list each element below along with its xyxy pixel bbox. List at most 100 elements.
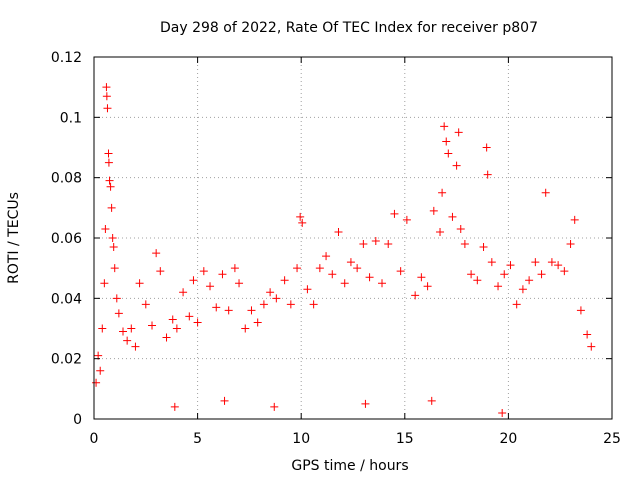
data-point [570, 215, 579, 224]
data-point [417, 273, 426, 282]
data-point [172, 324, 181, 333]
data-point [105, 176, 114, 185]
data-points [92, 83, 596, 417]
data-point [498, 408, 507, 417]
x-axis-label: GPS time / hours [291, 458, 408, 474]
data-point [141, 300, 150, 309]
data-point [104, 158, 113, 167]
data-point [104, 149, 113, 158]
data-point [361, 399, 370, 408]
data-point [298, 218, 307, 227]
data-point [454, 128, 463, 137]
data-point [411, 291, 420, 300]
data-point [460, 240, 469, 249]
data-point [303, 285, 312, 294]
data-point [378, 279, 387, 288]
data-point [479, 243, 488, 252]
data-point [576, 306, 585, 315]
data-point [296, 212, 305, 221]
data-point [235, 279, 244, 288]
y-tick-label: 0.08 [51, 171, 82, 187]
data-point [518, 285, 527, 294]
data-point [135, 279, 144, 288]
data-point [148, 321, 157, 330]
data-point [473, 276, 482, 285]
data-point [253, 318, 262, 327]
data-point [467, 270, 476, 279]
data-point [531, 258, 540, 267]
data-point [230, 264, 239, 273]
grid [94, 57, 612, 419]
data-point [500, 270, 509, 279]
data-point [554, 261, 563, 270]
data-point [541, 188, 550, 197]
data-point [315, 264, 324, 273]
data-point [162, 333, 171, 342]
data-point [442, 137, 451, 146]
data-point [525, 276, 534, 285]
data-point [272, 294, 281, 303]
data-point [560, 267, 569, 276]
data-point [193, 318, 202, 327]
data-point [127, 324, 136, 333]
x-tick-label: 10 [292, 431, 310, 447]
data-point [328, 270, 337, 279]
data-point [212, 303, 221, 312]
data-point [512, 300, 521, 309]
y-tick-label: 0 [73, 412, 82, 428]
data-point [189, 276, 198, 285]
y-tick-label: 0.02 [51, 352, 82, 368]
data-point [131, 342, 140, 351]
data-point [340, 279, 349, 288]
data-point [423, 282, 432, 291]
x-tick-label: 5 [193, 431, 202, 447]
data-point [587, 342, 596, 351]
data-point [365, 273, 374, 282]
data-point [241, 324, 250, 333]
data-point [390, 209, 399, 218]
data-point [102, 92, 111, 101]
data-point [456, 224, 465, 233]
axis-ticks: 0 0.02 0.04 0.06 0.08 0.1 0.12 0 5 10 15 20 25 [51, 50, 621, 447]
data-point [440, 122, 449, 131]
y-tick-label: 0.12 [51, 50, 82, 66]
data-point [438, 188, 447, 197]
x-tick-label: 15 [396, 431, 414, 447]
data-point [96, 366, 105, 375]
data-point [224, 306, 233, 315]
data-point [371, 237, 380, 246]
data-point [537, 270, 546, 279]
data-point [506, 261, 515, 270]
data-point [102, 83, 111, 92]
data-point [566, 240, 575, 249]
data-point [247, 306, 256, 315]
data-point [384, 240, 393, 249]
data-point [112, 294, 121, 303]
data-point [547, 258, 556, 267]
data-point [103, 104, 112, 113]
data-point [98, 324, 107, 333]
data-point [101, 224, 110, 233]
data-point [452, 161, 461, 170]
data-point [334, 227, 343, 236]
data-point [322, 252, 331, 261]
data-point [119, 327, 128, 336]
data-point [168, 315, 177, 324]
y-tick-label: 0.06 [51, 231, 82, 247]
data-point [266, 288, 275, 297]
data-point [152, 249, 161, 258]
y-tick-label: 0.1 [60, 110, 82, 126]
data-point [309, 300, 318, 309]
data-point [92, 378, 101, 387]
data-point [259, 300, 268, 309]
data-point [396, 267, 405, 276]
y-tick-label: 0.04 [51, 291, 82, 307]
chart-title: Day 298 of 2022, Rate Of TEC Index for r… [160, 20, 538, 36]
data-point [109, 243, 118, 252]
data-point [206, 282, 215, 291]
data-point [429, 206, 438, 215]
data-point [402, 215, 411, 224]
x-tick-label: 20 [499, 431, 517, 447]
data-point [483, 170, 492, 179]
